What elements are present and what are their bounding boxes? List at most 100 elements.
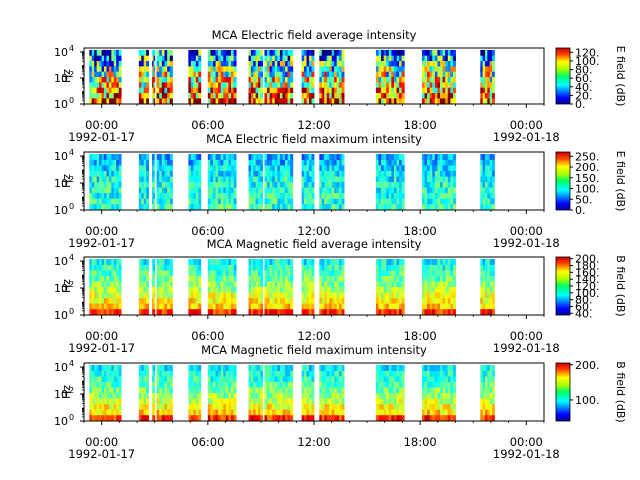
heatmap-cell: [339, 365, 342, 371]
heatmap-cell: [220, 181, 224, 188]
heatmap-cell: [321, 154, 325, 160]
heatmap-cell: [290, 198, 294, 205]
heatmap-cell: [399, 392, 403, 399]
heatmap-cell: [207, 387, 211, 394]
panel-title: MCA Magnetic field average intensity: [207, 237, 422, 251]
heatmap-cell: [424, 170, 428, 177]
heatmap-cell: [482, 303, 486, 310]
heatmap-cell: [220, 98, 224, 104]
heatmap-cell: [260, 92, 264, 99]
heatmap-cell: [311, 165, 315, 172]
heatmap-cell: [319, 292, 323, 299]
heatmap-cell: [287, 264, 291, 271]
heatmap-cell: [437, 176, 441, 183]
heatmap-cell: [391, 365, 395, 371]
heatmap-cell: [442, 392, 446, 399]
heatmap-cell: [447, 181, 451, 188]
heatmap-cell: [429, 308, 433, 315]
heatmap-cell: [432, 286, 436, 293]
heatmap-cell: [442, 270, 446, 277]
heatmap-cell: [324, 198, 328, 205]
heatmap-cell: [282, 398, 286, 405]
heatmap-cell: [331, 159, 335, 166]
heatmap-cell: [250, 165, 254, 172]
heatmap-cell: [304, 165, 307, 172]
heatmap-cell: [452, 203, 456, 210]
heatmap-cell: [141, 414, 145, 421]
heatmap-cell: [210, 170, 214, 177]
heatmap-cell: [89, 198, 93, 205]
heatmap-cell: [269, 76, 273, 83]
heatmap-cell: [169, 409, 173, 416]
heatmap-cell: [309, 71, 312, 78]
heatmap-cell: [485, 270, 488, 277]
heatmap-cell: [169, 92, 173, 99]
heatmap-cell: [375, 181, 379, 188]
heatmap-cell: [215, 264, 219, 271]
heatmap-cell: [231, 192, 234, 199]
heatmap-cell: [277, 98, 281, 104]
heatmap-cell: [164, 192, 168, 199]
heatmap-cell: [450, 159, 454, 166]
heatmap-cell: [339, 409, 342, 416]
heatmap-cell: [383, 264, 387, 271]
heatmap-cell: [432, 270, 436, 277]
heatmap-cell: [306, 203, 310, 210]
heatmap-cell: [401, 370, 405, 377]
heatmap-cell: [326, 275, 330, 282]
heatmap-cell: [311, 403, 315, 410]
heatmap-cell: [388, 381, 392, 388]
heatmap-cell: [190, 192, 194, 199]
heatmap-cell: [401, 387, 405, 394]
heatmap-cell: [210, 387, 214, 394]
heatmap-cell: [231, 409, 234, 416]
heatmap-cell: [427, 286, 431, 293]
heatmap-cell: [272, 176, 276, 183]
heatmap-cell: [156, 181, 160, 188]
heatmap-cell: [485, 297, 488, 304]
heatmap-cell: [331, 414, 335, 421]
heatmap-cell: [255, 170, 259, 177]
heatmap-cell: [287, 165, 291, 172]
heatmap-cell: [437, 203, 441, 210]
colorbar-label: E field (dB): [614, 46, 627, 107]
heatmap-cell: [257, 392, 261, 399]
heatmap-cell: [447, 187, 451, 194]
heatmap-cell: [489, 198, 493, 205]
heatmap-cell: [375, 176, 379, 183]
heatmap-cell: [91, 409, 95, 416]
heatmap-cell: [274, 403, 278, 410]
heatmap-cell: [442, 198, 446, 205]
heatmap-cell: [218, 92, 222, 99]
heatmap-cell: [195, 87, 199, 94]
heatmap-cell: [437, 376, 441, 383]
heatmap-cell: [393, 303, 397, 310]
heatmap-cell: [324, 181, 328, 188]
heatmap-cell: [388, 270, 392, 277]
heatmap-cell: [264, 71, 268, 78]
heatmap-cell: [152, 259, 154, 265]
heatmap-cell: [427, 81, 431, 88]
heatmap-cell: [434, 76, 438, 83]
heatmap-cell: [489, 387, 493, 394]
heatmap-cell: [274, 170, 278, 177]
heatmap-cell: [161, 92, 165, 99]
heatmap-cell: [248, 60, 252, 67]
heatmap-cell: [218, 409, 222, 416]
heatmap-cell: [248, 303, 252, 310]
heatmap-cell: [485, 381, 488, 388]
heatmap-cell: [250, 303, 254, 310]
heatmap-cell: [277, 275, 281, 282]
heatmap-cell: [487, 264, 491, 271]
heatmap-cell: [195, 381, 199, 388]
heatmap-cell: [193, 376, 197, 383]
heatmap-cell: [399, 71, 403, 78]
heatmap-cell: [290, 281, 294, 288]
heatmap-cell: [113, 398, 117, 405]
heatmap-cell: [336, 286, 340, 293]
heatmap-cell: [440, 165, 444, 172]
heatmap-cell: [329, 376, 333, 383]
heatmap-cell: [306, 76, 310, 83]
heatmap-cell: [381, 392, 385, 399]
